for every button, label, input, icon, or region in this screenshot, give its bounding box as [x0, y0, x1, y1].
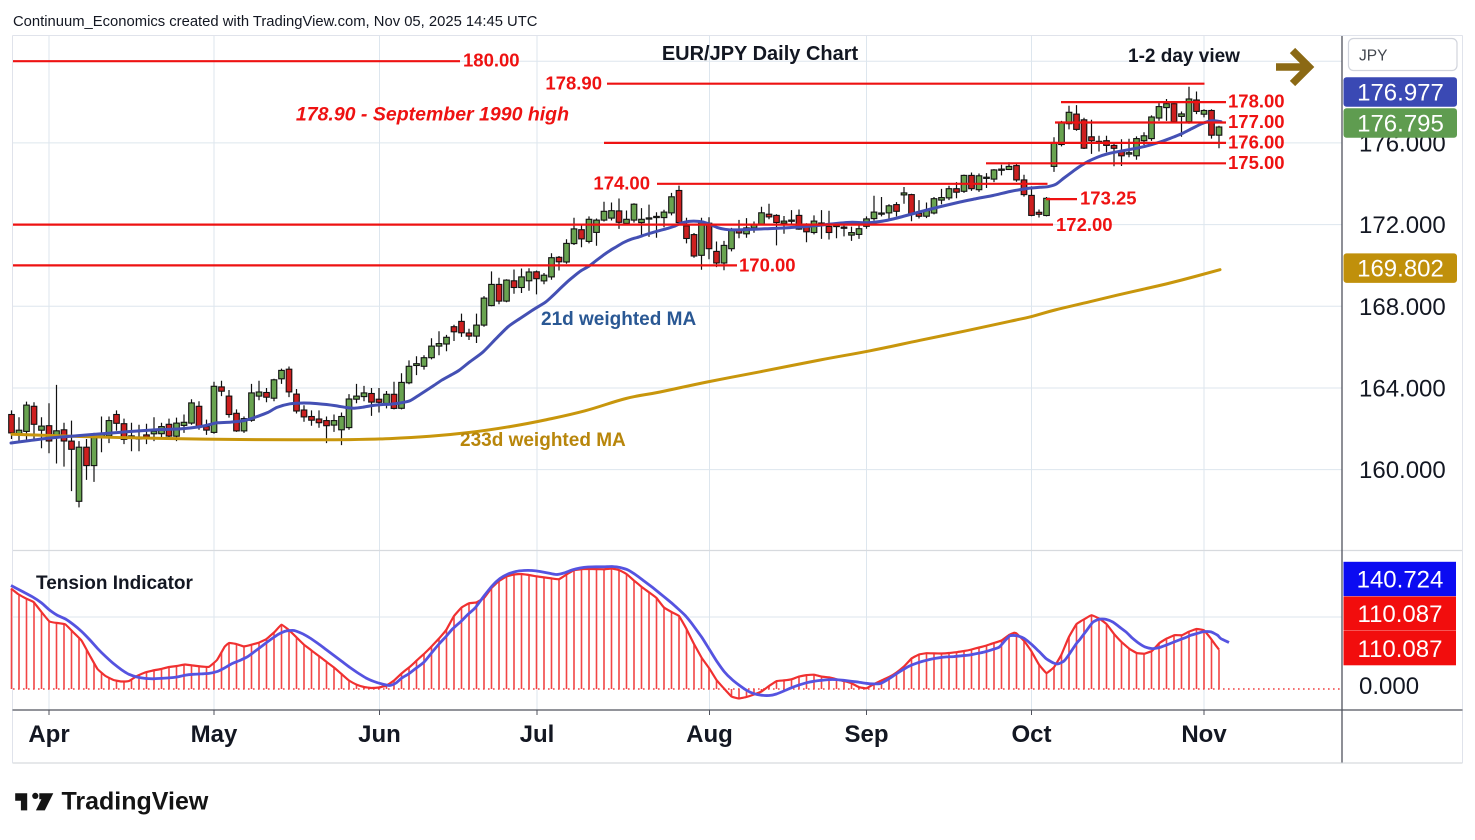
svg-text:Tension Indicator: Tension Indicator: [36, 573, 194, 594]
svg-text:178.00: 178.00: [1228, 91, 1285, 112]
svg-text:178.90: 178.90: [545, 73, 602, 94]
svg-text:233d weighted MA: 233d weighted MA: [460, 430, 626, 451]
svg-text:0.000: 0.000: [1359, 673, 1419, 700]
svg-text:140.724: 140.724: [1357, 567, 1444, 594]
svg-text:175.00: 175.00: [1228, 152, 1285, 173]
svg-text:172.00: 172.00: [1056, 214, 1113, 235]
svg-text:Jul: Jul: [520, 721, 555, 748]
svg-text:TradingView: TradingView: [62, 788, 209, 816]
svg-text:Aug: Aug: [686, 721, 733, 748]
svg-text:168.000: 168.000: [1359, 294, 1446, 321]
svg-text:176.00: 176.00: [1228, 132, 1285, 153]
svg-text:160.000: 160.000: [1359, 457, 1446, 484]
svg-text:Continuum_Economics created wi: Continuum_Economics created with Trading…: [13, 14, 538, 30]
svg-text:170.00: 170.00: [739, 255, 796, 276]
svg-text:177.00: 177.00: [1228, 111, 1285, 132]
svg-text:169.802: 169.802: [1357, 256, 1444, 283]
svg-text:176.795: 176.795: [1357, 111, 1444, 138]
svg-text:May: May: [191, 721, 238, 748]
svg-text:110.087: 110.087: [1358, 636, 1443, 663]
svg-text:178.90 - September 1990 high: 178.90 - September 1990 high: [296, 104, 569, 126]
svg-text:176.977: 176.977: [1357, 79, 1444, 106]
svg-text:180.00: 180.00: [463, 50, 520, 71]
svg-text:EUR/JPY Daily Chart: EUR/JPY Daily Chart: [662, 43, 859, 65]
svg-text:Jun: Jun: [358, 721, 401, 748]
svg-text:Sep: Sep: [844, 721, 888, 748]
svg-text:JPY: JPY: [1359, 48, 1387, 65]
svg-text:1-2 day view: 1-2 day view: [1128, 46, 1240, 67]
svg-text:Oct: Oct: [1011, 721, 1051, 748]
svg-text:172.000: 172.000: [1359, 212, 1446, 239]
svg-text:110.087: 110.087: [1358, 601, 1443, 628]
svg-text:Apr: Apr: [28, 721, 69, 748]
svg-text:21d weighted MA: 21d weighted MA: [541, 309, 696, 330]
svg-text:Nov: Nov: [1181, 721, 1227, 748]
svg-text:164.000: 164.000: [1359, 375, 1446, 402]
svg-text:174.00: 174.00: [593, 173, 650, 194]
svg-text:173.25: 173.25: [1080, 188, 1137, 209]
